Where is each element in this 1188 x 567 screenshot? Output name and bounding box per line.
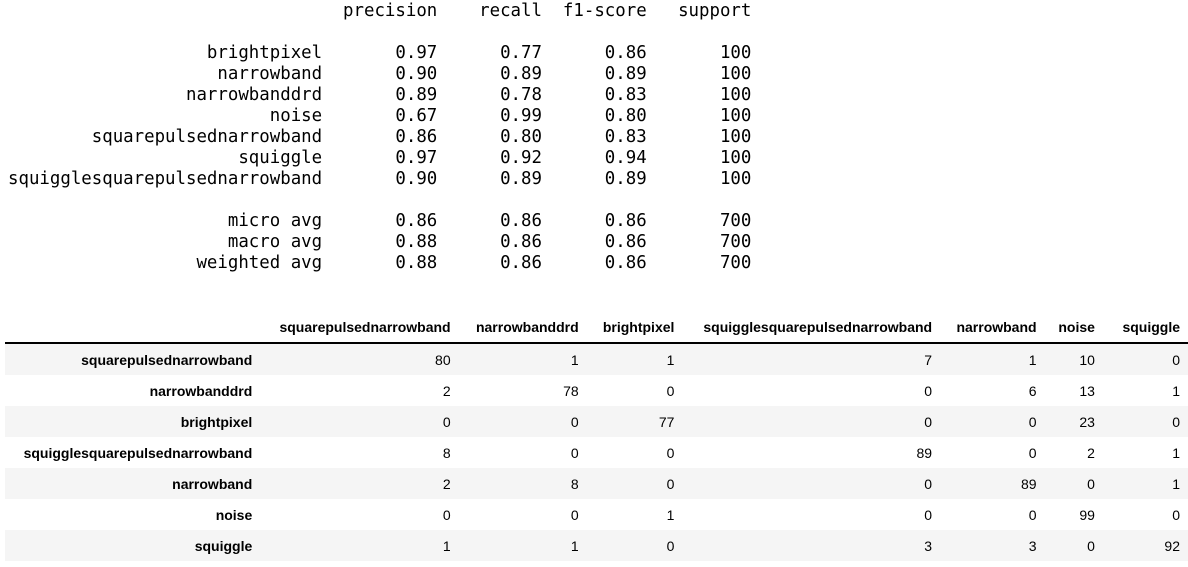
cm-value-cell: 0 <box>1028 413 1037 430</box>
cm-value-cell: 1 <box>570 351 579 368</box>
cm-column-header: squiggle <box>1122 318 1180 335</box>
cm-row-label: noise <box>215 506 253 523</box>
cm-value-cell: 1 <box>666 506 675 523</box>
cm-value-cell: 0 <box>1087 475 1095 492</box>
cm-value-cell: 2 <box>442 382 451 399</box>
cm-column-header: noise <box>1058 318 1095 335</box>
cm-value-cell: 0 <box>1172 413 1180 430</box>
confusion-matrix-table: squarepulsednarrowband narrowbanddrd brigh… <box>5 311 1188 561</box>
cm-value-cell: 89 <box>1021 475 1037 492</box>
cm-value-cell: 8 <box>442 444 451 461</box>
cm-value-cell: 0 <box>1028 444 1037 461</box>
confusion-matrix-header: squarepulsednarrowband narrowbanddrd brigh… <box>5 311 1188 343</box>
cm-value-cell: 2 <box>442 475 451 492</box>
cm-value-cell: 0 <box>442 506 451 523</box>
cm-value-cell: 89 <box>916 444 933 461</box>
cm-value-cell: 8 <box>570 475 579 492</box>
cm-value-cell: 3 <box>1028 537 1037 554</box>
cm-value-cell: 0 <box>1028 506 1037 523</box>
cm-value-cell: 0 <box>570 413 579 430</box>
cm-value-cell: 99 <box>1079 506 1095 523</box>
cm-value-cell: 0 <box>924 413 933 430</box>
cm-value-cell: 92 <box>1164 537 1180 554</box>
cm-value-cell: 1 <box>442 537 451 554</box>
cm-value-cell: 2 <box>1087 444 1095 461</box>
cm-row-label: narrowband <box>172 475 253 492</box>
cm-row: narrowband 2 8 0 0 89 0 1 <box>5 468 1188 499</box>
cm-value-cell: 0 <box>666 444 675 461</box>
cm-value-cell: 0 <box>666 382 675 399</box>
cm-value-cell: 13 <box>1079 382 1095 399</box>
cm-row-label: squarepulsednarrowband <box>81 351 253 368</box>
cm-value-cell: 0 <box>1172 506 1180 523</box>
cm-value-cell: 1 <box>570 537 579 554</box>
cm-row: noise 0 0 1 0 0 99 0 <box>5 499 1188 530</box>
cm-value-cell: 7 <box>924 351 933 368</box>
cm-value-cell: 1 <box>1172 444 1180 461</box>
cm-row-label: squiggle <box>194 537 253 554</box>
cm-row-label: narrowbanddrd <box>149 382 253 399</box>
cm-value-cell: 3 <box>924 537 933 554</box>
cm-value-cell: 0 <box>924 382 933 399</box>
cm-value-cell: 1 <box>1028 351 1037 368</box>
cm-value-cell: 0 <box>666 537 675 554</box>
cm-value-cell: 23 <box>1079 413 1095 430</box>
cm-value-cell: 0 <box>570 444 579 461</box>
cm-value-cell: 6 <box>1028 382 1037 399</box>
cm-corner-cell <box>5 311 260 343</box>
cm-value-cell: 77 <box>658 413 675 430</box>
cm-value-cell: 0 <box>442 413 451 430</box>
cm-row-label: squigglesquarepulsednarrowband <box>23 444 253 461</box>
cm-header-row: squarepulsednarrowband narrowbanddrd brigh… <box>5 311 1188 343</box>
cm-value-cell: 10 <box>1079 351 1095 368</box>
cm-value-cell: 0 <box>924 506 933 523</box>
cm-row: narrowbanddrd 2 78 0 0 6 13 1 <box>5 375 1188 406</box>
cm-row: squiggle 1 1 0 3 3 0 92 <box>5 530 1188 561</box>
cm-column-header: narrowbanddrd <box>475 318 579 335</box>
confusion-matrix-body: squarepulsednarrowband 80 1 1 7 1 10 0 narrowban… <box>5 343 1188 561</box>
cm-value-cell: 0 <box>666 475 675 492</box>
cm-value-cell: 80 <box>435 351 451 368</box>
classification-report: precision recall f1-score support bright… <box>8 1 752 273</box>
cm-row-label: brightpixel <box>180 413 253 430</box>
cm-row: squarepulsednarrowband 80 1 1 7 1 10 0 <box>5 343 1188 375</box>
cm-value-cell: 0 <box>924 475 933 492</box>
cm-value-cell: 1 <box>1172 382 1180 399</box>
cm-value-cell: 0 <box>1172 351 1180 368</box>
cm-column-header: narrowband <box>956 318 1037 335</box>
cm-value-cell: 1 <box>666 351 675 368</box>
cm-column-header: squarepulsednarrowband <box>279 318 451 335</box>
cm-value-cell: 0 <box>1087 537 1095 554</box>
cm-value-cell: 78 <box>563 382 579 399</box>
cm-row: squigglesquarepulsednarrowband 8 0 0 89 0 2 1 <box>5 437 1188 468</box>
cm-row: brightpixel 0 0 77 0 0 23 0 <box>5 406 1188 437</box>
cm-column-header: squigglesquarepulsednarrowband <box>703 318 933 335</box>
cm-value-cell: 1 <box>1172 475 1180 492</box>
cm-value-cell: 0 <box>570 506 579 523</box>
cm-column-header: brightpixel <box>602 318 675 335</box>
